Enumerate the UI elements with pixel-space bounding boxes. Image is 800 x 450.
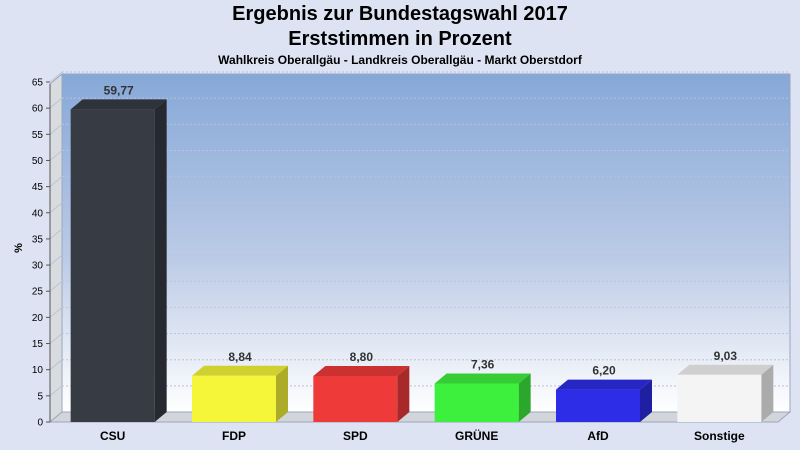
gridline-side bbox=[49, 254, 63, 266]
bar-csu bbox=[70, 99, 167, 422]
gridline-side bbox=[49, 176, 63, 187]
gridline-side bbox=[49, 202, 63, 214]
chart-subtitle: Erststimmen in Prozent bbox=[288, 28, 512, 50]
gridline-side bbox=[49, 333, 63, 344]
bar-front bbox=[556, 389, 640, 422]
gridlines bbox=[49, 71, 790, 397]
value-label: 8,80 bbox=[350, 350, 374, 364]
value-label: 59,77 bbox=[104, 83, 134, 97]
y-tick-label: 30 bbox=[32, 261, 44, 272]
y-axis-ticks: 0 5 10 15 20 25 30 35 40 45 50 55 60 65 bbox=[32, 78, 51, 429]
bar-fdp bbox=[192, 365, 288, 422]
gridline-side bbox=[49, 280, 63, 292]
y-tick-label: 55 bbox=[32, 130, 44, 141]
category-label: AfD bbox=[587, 429, 609, 443]
gridline-side bbox=[49, 150, 63, 161]
y-tick-label: 60 bbox=[32, 104, 44, 115]
bars bbox=[70, 99, 774, 422]
bar-side bbox=[276, 365, 288, 422]
bar-top bbox=[192, 365, 288, 376]
y-tick-label: 25 bbox=[32, 287, 44, 298]
bar-spd bbox=[313, 365, 410, 422]
bar-side bbox=[518, 373, 531, 422]
bar-front bbox=[70, 109, 155, 422]
bar-top bbox=[677, 364, 774, 375]
bar-side bbox=[154, 99, 167, 422]
bar-front bbox=[434, 383, 519, 422]
gridline-side bbox=[49, 307, 63, 318]
value-label: 6,20 bbox=[592, 364, 616, 378]
bar-front bbox=[192, 375, 276, 422]
bar-side bbox=[761, 364, 774, 422]
category-label: Sonstige bbox=[694, 429, 745, 443]
bar-front bbox=[677, 374, 762, 422]
bar-top bbox=[313, 365, 410, 376]
bar-side bbox=[640, 379, 652, 422]
chart-title: Ergebnis zur Bundestagswahl 2017 bbox=[232, 3, 568, 25]
gridline-side bbox=[49, 123, 63, 135]
value-labels: 59,77 8,84 8,80 7,36 6,20 9,03 bbox=[104, 83, 738, 377]
bar-top bbox=[70, 99, 167, 110]
plot-back-wall bbox=[61, 73, 791, 413]
bar-afd bbox=[556, 379, 652, 422]
y-tick-label: 65 bbox=[32, 78, 44, 89]
y-tick-label: 10 bbox=[32, 365, 44, 376]
value-label: 9,03 bbox=[714, 349, 738, 363]
y-tick-label: 35 bbox=[32, 234, 44, 245]
y-tick-label: 5 bbox=[37, 391, 43, 402]
value-label: 8,84 bbox=[228, 350, 252, 364]
category-label: CSU bbox=[100, 429, 125, 443]
bar-sonstige bbox=[677, 364, 774, 422]
category-label: GRÜNE bbox=[455, 428, 498, 443]
bar-side bbox=[397, 365, 410, 422]
y-tick-label: 45 bbox=[32, 182, 44, 193]
category-labels: CSU FDP SPD GRÜNE AfD Sonstige bbox=[100, 428, 745, 443]
y-tick-label: 0 bbox=[37, 418, 43, 429]
bar-grüne bbox=[434, 373, 531, 422]
chart-region-subtitle: Wahlkreis Oberallgäu - Landkreis Oberall… bbox=[218, 53, 582, 67]
bar-front bbox=[313, 375, 398, 422]
bar-top bbox=[556, 379, 652, 390]
gridline-side bbox=[49, 228, 63, 240]
gridline-side bbox=[49, 97, 63, 109]
y-tick-label: 20 bbox=[32, 313, 44, 324]
y-tick-label: 15 bbox=[32, 339, 44, 350]
value-label: 7,36 bbox=[471, 358, 495, 372]
y-tick-label: 50 bbox=[32, 156, 44, 167]
gridline-side bbox=[49, 359, 63, 371]
y-axis-label: % bbox=[13, 243, 25, 253]
gridline-side bbox=[49, 385, 63, 397]
category-label: SPD bbox=[343, 429, 368, 443]
gridline-side bbox=[49, 71, 63, 83]
bar-top bbox=[434, 373, 531, 384]
y-tick-label: 40 bbox=[32, 208, 44, 219]
category-label: FDP bbox=[222, 429, 246, 443]
